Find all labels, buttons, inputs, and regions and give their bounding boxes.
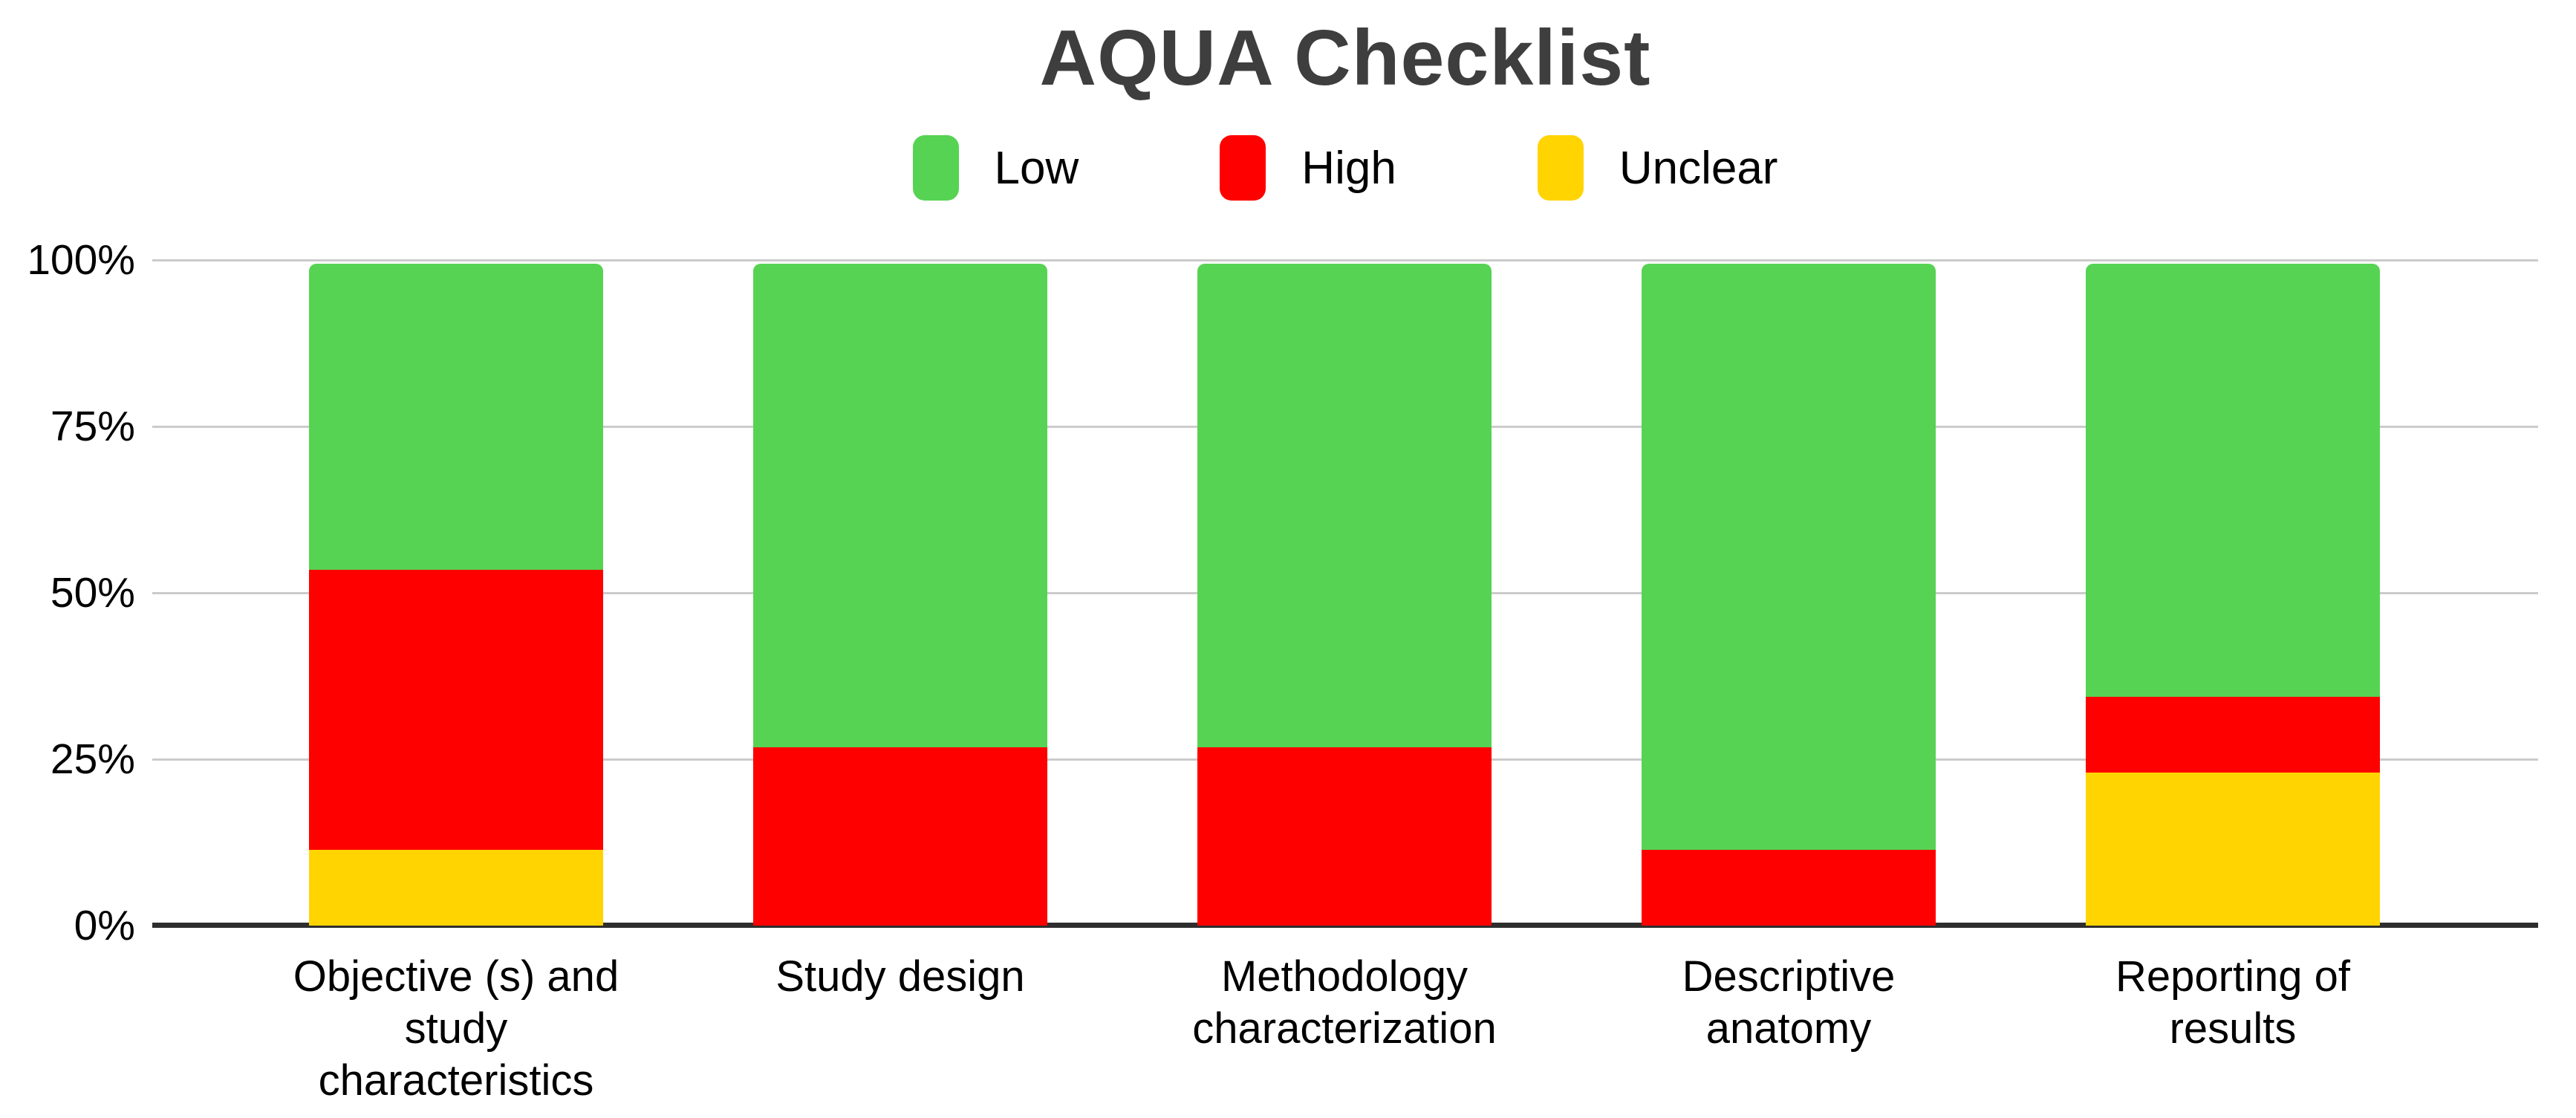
x-axis-label: Methodology characterization: [1084, 951, 1604, 1055]
stacked-bar: [2086, 264, 2380, 926]
x-axis-label-line: anatomy: [1705, 1004, 1872, 1053]
y-axis-tick-label: 25%: [50, 735, 135, 783]
y-axis-tick-label: 0%: [74, 902, 135, 949]
legend-swatch-unclear: [1537, 135, 1584, 201]
chart-title: AQUA Checklist: [1039, 14, 1651, 102]
bar-segment-low: [309, 264, 603, 570]
x-axis-label-line: Reporting of: [2115, 952, 2350, 1001]
stacked-bar: [1642, 264, 1936, 926]
bar-segment-high: [1642, 849, 1936, 926]
bar-segment-high: [753, 747, 1047, 926]
x-axis-label-line: characterization: [1192, 1004, 1497, 1053]
x-axis-label-line: characteristics: [318, 1056, 594, 1105]
bar-segment-low: [2086, 264, 2380, 697]
y-axis-tick-label: 50%: [50, 569, 135, 617]
x-axis-label: Reporting of results: [1973, 951, 2493, 1055]
bar-segment-low: [753, 264, 1047, 748]
legend-swatch-low: [912, 135, 959, 201]
x-axis-label-line: results: [2169, 1004, 2297, 1053]
bar-segment-high: [2086, 696, 2380, 773]
stacked-bar: [753, 264, 1047, 926]
x-axis-label-line: Objective (s) and: [293, 952, 619, 1001]
bar-segment-high: [1197, 747, 1492, 926]
x-axis-label-line: Study design: [775, 952, 1025, 1001]
x-axis-label: Study design: [640, 951, 1160, 1003]
y-axis-tick-label: 75%: [50, 403, 135, 450]
x-axis-label-line: Descriptive: [1682, 952, 1896, 1001]
bar-segment-high: [309, 569, 603, 850]
legend-swatch-high: [1220, 135, 1266, 201]
legend: Low High Unclear: [152, 135, 2538, 201]
gridline: [152, 259, 2538, 261]
x-axis-label: Objective (s) and study characteristics: [196, 951, 716, 1107]
plot-area: [152, 259, 2538, 928]
legend-label: Unclear: [1619, 142, 1778, 194]
bar-segment-unclear: [309, 849, 603, 926]
legend-label: High: [1301, 142, 1396, 194]
legend-label: Low: [994, 142, 1079, 194]
stacked-bar: [309, 264, 603, 926]
stacked-bar: [1197, 264, 1492, 926]
x-axis-label-line: Methodology: [1220, 952, 1468, 1001]
x-axis-label: Descriptive anatomy: [1529, 951, 2049, 1055]
x-axis-label-line: study: [404, 1004, 508, 1053]
bar-segment-unclear: [2086, 773, 2380, 926]
legend-item-unclear: Unclear: [1537, 135, 1778, 201]
bar-segment-low: [1197, 264, 1492, 748]
bar-segment-low: [1642, 264, 1936, 850]
y-axis-tick-label: 100%: [27, 236, 135, 284]
legend-item-low: Low: [912, 135, 1079, 201]
legend-item-high: High: [1220, 135, 1396, 201]
